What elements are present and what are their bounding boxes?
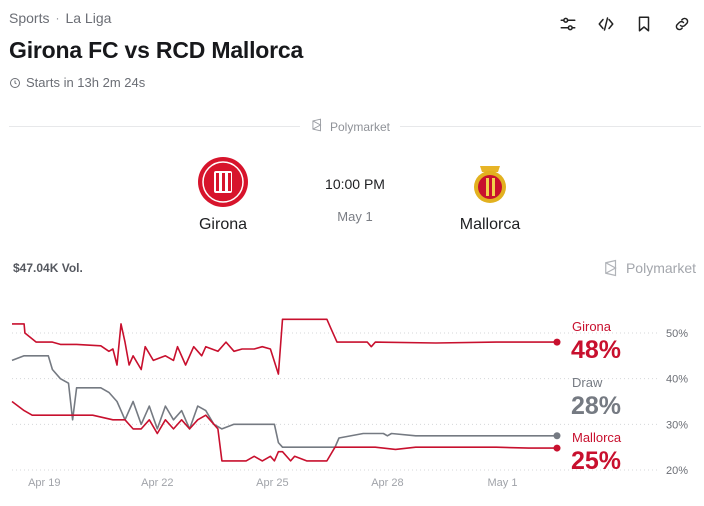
away-team[interactable]: Mallorca (440, 156, 540, 234)
polymarket-logo-icon (310, 118, 324, 135)
series-line-girona (12, 318, 557, 375)
away-team-name: Mallorca (459, 216, 521, 233)
kickoff-date: May 1 (337, 209, 373, 224)
link-icon (675, 17, 689, 31)
y-tick-label: 40% (666, 374, 688, 386)
polymarket-watermark[interactable]: Polymarket (602, 259, 696, 277)
breadcrumb-sports[interactable]: Sports (9, 10, 50, 26)
toolbar (556, 12, 694, 36)
sliders-icon (560, 17, 576, 31)
breadcrumb: Sports · La Liga (9, 10, 111, 26)
mallorca-crest-icon (474, 166, 506, 203)
countdown: Starts in 13h 2m 24s (9, 75, 145, 90)
x-tick-label: Apr 19 (28, 477, 60, 489)
y-tick-label: 50% (666, 328, 688, 340)
x-tick-label: May 1 (488, 477, 518, 489)
source-divider-label[interactable]: Polymarket (300, 118, 401, 135)
odds-chart[interactable]: 50% 40% 30% 20% Apr 19 Apr 22 Apr 25 Apr 28 May… (0, 310, 704, 506)
clock-icon (10, 77, 20, 88)
series-line-mallorca (11, 400, 557, 462)
polymarket-logo-icon (605, 259, 617, 277)
kickoff-time: 10:00 PM (325, 176, 385, 192)
series-name-draw: Draw (572, 375, 603, 390)
embed-button[interactable] (594, 12, 618, 36)
series-endpoint-draw (553, 432, 561, 440)
home-team[interactable]: Girona (178, 156, 268, 234)
x-tick-label: Apr 25 (256, 477, 288, 489)
series-pct-girona: 48% (571, 336, 621, 364)
series-pct-mallorca: 25% (571, 447, 621, 475)
countdown-text: Starts in 13h 2m 24s (26, 75, 146, 90)
series-name-girona: Girona (572, 319, 612, 334)
girona-crest-icon (198, 157, 248, 207)
series-pct-draw: 28% (571, 392, 621, 420)
volume: $47.04K Vol. (13, 261, 83, 275)
page-title: Girona FC vs RCD Mallorca (9, 37, 304, 63)
watermark-text: Polymarket (625, 260, 696, 276)
y-tick-label: 20% (666, 465, 688, 477)
series-line-draw (11, 355, 557, 448)
embed-code-icon (598, 17, 614, 31)
source-name: Polymarket (330, 119, 391, 134)
series-name-mallorca: Mallorca (572, 430, 622, 445)
filters-button[interactable] (556, 12, 580, 36)
breadcrumb-league[interactable]: La Liga (65, 10, 112, 26)
breadcrumb-separator: · (55, 11, 60, 25)
copy-link-button[interactable] (670, 12, 694, 36)
y-tick-label: 30% (666, 419, 688, 431)
series-endpoint-girona (553, 338, 561, 346)
bookmark-icon (638, 16, 650, 32)
x-tick-label: Apr 28 (371, 477, 403, 489)
home-team-name: Girona (198, 216, 248, 233)
bookmark-button[interactable] (632, 12, 656, 36)
series-endpoint-mallorca (553, 444, 561, 452)
x-tick-label: Apr 22 (141, 477, 173, 489)
